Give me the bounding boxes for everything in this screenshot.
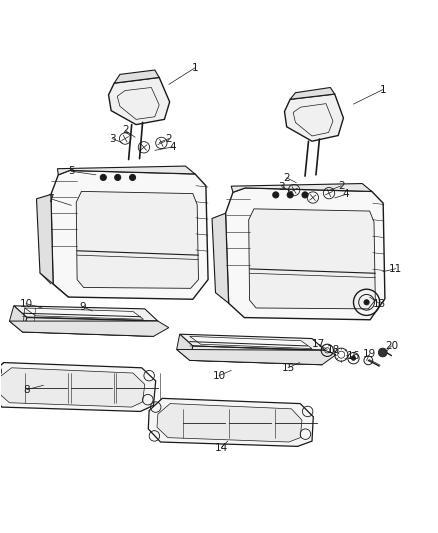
Polygon shape (25, 308, 144, 319)
Polygon shape (157, 403, 302, 442)
Polygon shape (76, 191, 198, 288)
Polygon shape (212, 213, 229, 303)
Circle shape (351, 356, 356, 360)
Polygon shape (148, 398, 313, 446)
Circle shape (302, 192, 308, 198)
Circle shape (115, 174, 121, 181)
Polygon shape (177, 350, 336, 365)
Text: 9: 9 (79, 302, 86, 312)
Polygon shape (57, 166, 195, 175)
Text: 17: 17 (312, 339, 325, 349)
Polygon shape (249, 209, 375, 309)
Text: 16: 16 (347, 351, 360, 360)
Text: 18: 18 (327, 345, 340, 356)
Polygon shape (190, 336, 312, 349)
Text: 7: 7 (48, 194, 54, 204)
Polygon shape (231, 183, 372, 192)
Text: 4: 4 (343, 189, 349, 199)
Text: 8: 8 (24, 385, 30, 394)
Text: 11: 11 (389, 264, 403, 273)
Polygon shape (114, 70, 159, 83)
Circle shape (364, 300, 369, 305)
Text: 3: 3 (109, 134, 115, 143)
Polygon shape (290, 87, 335, 99)
Text: 10: 10 (212, 370, 226, 381)
Polygon shape (14, 306, 158, 321)
Circle shape (130, 174, 136, 181)
Polygon shape (36, 195, 53, 284)
Text: 4: 4 (170, 142, 177, 152)
Text: 2: 2 (166, 134, 172, 143)
Circle shape (273, 192, 279, 198)
Polygon shape (10, 306, 27, 332)
Circle shape (287, 192, 293, 198)
Text: 19: 19 (363, 349, 376, 359)
Text: 3: 3 (278, 182, 285, 191)
Polygon shape (109, 77, 170, 125)
Circle shape (378, 348, 387, 357)
Polygon shape (177, 334, 193, 360)
Text: 14: 14 (215, 443, 228, 453)
Text: 5: 5 (68, 166, 75, 176)
Polygon shape (285, 94, 343, 141)
Polygon shape (226, 188, 385, 320)
Text: 13: 13 (373, 298, 386, 309)
Text: 10: 10 (19, 298, 32, 309)
Text: 2: 2 (122, 125, 128, 135)
Polygon shape (180, 334, 325, 350)
Text: 2: 2 (338, 181, 345, 191)
Circle shape (100, 174, 106, 181)
Polygon shape (190, 346, 325, 365)
Polygon shape (22, 318, 158, 336)
Text: 2: 2 (283, 173, 290, 183)
Text: 1: 1 (192, 63, 198, 73)
Polygon shape (0, 368, 145, 407)
Text: 20: 20 (385, 341, 398, 351)
Polygon shape (10, 321, 169, 336)
Text: 1: 1 (379, 85, 386, 95)
Text: 15: 15 (281, 363, 295, 373)
Polygon shape (0, 362, 155, 411)
Polygon shape (51, 171, 208, 299)
